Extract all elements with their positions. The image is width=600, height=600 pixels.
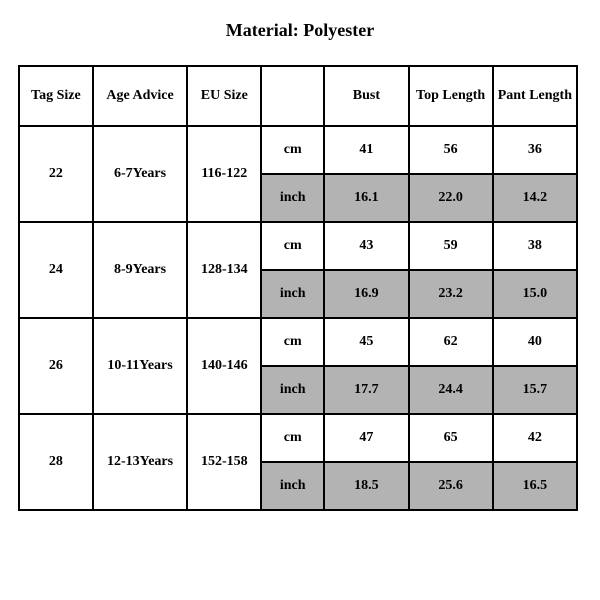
cell-pant-cm: 38	[493, 222, 577, 270]
cell-bust-inch: 16.9	[324, 270, 408, 318]
col-eu: EU Size	[187, 66, 261, 126]
cell-bust-cm: 47	[324, 414, 408, 462]
cell-eu: 140-146	[187, 318, 261, 414]
table-header-row: Tag Size Age Advice EU Size Bust Top Len…	[19, 66, 577, 126]
cell-pant-inch: 16.5	[493, 462, 577, 510]
cell-unit-cm: cm	[261, 414, 324, 462]
cell-unit-cm: cm	[261, 222, 324, 270]
cell-bust-cm: 45	[324, 318, 408, 366]
col-tag: Tag Size	[19, 66, 93, 126]
cell-unit-inch: inch	[261, 270, 324, 318]
cell-eu: 152-158	[187, 414, 261, 510]
cell-age: 6-7Years	[93, 126, 188, 222]
col-pant: Pant Length	[493, 66, 577, 126]
cell-bust-inch: 17.7	[324, 366, 408, 414]
cell-unit-inch: inch	[261, 366, 324, 414]
cell-eu: 128-134	[187, 222, 261, 318]
cell-unit-inch: inch	[261, 462, 324, 510]
page: Material: Polyester Tag Size Age Advice …	[0, 0, 600, 600]
cell-pant-cm: 36	[493, 126, 577, 174]
cell-tag: 28	[19, 414, 93, 510]
cell-unit-cm: cm	[261, 126, 324, 174]
cell-bust-cm: 43	[324, 222, 408, 270]
col-age: Age Advice	[93, 66, 188, 126]
table-row: 26 10-11Years 140-146 cm 45 62 40	[19, 318, 577, 366]
cell-bust-cm: 41	[324, 126, 408, 174]
table-body: 22 6-7Years 116-122 cm 41 56 36 inch 16.…	[19, 126, 577, 510]
col-top: Top Length	[409, 66, 493, 126]
cell-top-inch: 23.2	[409, 270, 493, 318]
cell-age: 10-11Years	[93, 318, 188, 414]
cell-top-inch: 25.6	[409, 462, 493, 510]
cell-bust-inch: 18.5	[324, 462, 408, 510]
cell-eu: 116-122	[187, 126, 261, 222]
cell-top-cm: 62	[409, 318, 493, 366]
cell-top-cm: 59	[409, 222, 493, 270]
table-row: 22 6-7Years 116-122 cm 41 56 36	[19, 126, 577, 174]
cell-pant-inch: 15.0	[493, 270, 577, 318]
col-unit	[261, 66, 324, 126]
cell-pant-inch: 14.2	[493, 174, 577, 222]
table-row: 28 12-13Years 152-158 cm 47 65 42	[19, 414, 577, 462]
cell-tag: 22	[19, 126, 93, 222]
table-row: 24 8-9Years 128-134 cm 43 59 38	[19, 222, 577, 270]
cell-top-cm: 56	[409, 126, 493, 174]
cell-tag: 24	[19, 222, 93, 318]
col-bust: Bust	[324, 66, 408, 126]
cell-unit-cm: cm	[261, 318, 324, 366]
cell-pant-cm: 40	[493, 318, 577, 366]
cell-unit-inch: inch	[261, 174, 324, 222]
cell-tag: 26	[19, 318, 93, 414]
size-table: Tag Size Age Advice EU Size Bust Top Len…	[18, 65, 578, 511]
page-title: Material: Polyester	[0, 20, 600, 41]
cell-age: 8-9Years	[93, 222, 188, 318]
cell-pant-cm: 42	[493, 414, 577, 462]
cell-bust-inch: 16.1	[324, 174, 408, 222]
cell-top-inch: 24.4	[409, 366, 493, 414]
cell-top-inch: 22.0	[409, 174, 493, 222]
cell-top-cm: 65	[409, 414, 493, 462]
cell-age: 12-13Years	[93, 414, 188, 510]
cell-pant-inch: 15.7	[493, 366, 577, 414]
